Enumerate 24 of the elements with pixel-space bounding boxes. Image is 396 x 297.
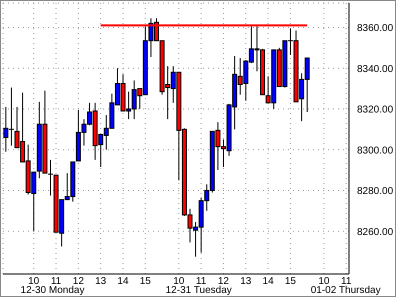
y-tick-label: 8320.00 xyxy=(357,104,394,116)
y-tick-label: 8360.00 xyxy=(357,23,394,34)
x-tick-label: 15 xyxy=(140,276,152,287)
x-tick-label: 10 xyxy=(28,276,40,287)
text: 12-30 Monday xyxy=(20,285,84,296)
y-tick-label: 8260.00 xyxy=(357,226,394,238)
x-tick-label: 11 xyxy=(341,276,352,287)
x-tick-label: 11 xyxy=(50,276,62,287)
x-tick-label: 14 xyxy=(262,276,274,287)
x-tick-label: 15 xyxy=(284,276,296,287)
x-tick-label: 12 xyxy=(72,276,84,287)
x-tick-label: 14 xyxy=(117,276,129,287)
text: 01-02 Thursday xyxy=(310,285,381,296)
x-tick-label: 13 xyxy=(240,276,252,287)
y-tick-label: 8280.00 xyxy=(357,186,394,198)
x-tick-label: 13 xyxy=(95,276,107,287)
x-tick-label: 10 xyxy=(173,276,185,287)
y-tick-label: 8300.00 xyxy=(357,145,394,156)
text: 12-31 Tuesday xyxy=(166,285,232,296)
y-tick-label: 8340.00 xyxy=(357,64,394,75)
x-tick-label: 12 xyxy=(218,276,230,287)
candlestick xyxy=(48,159,53,196)
x-tick-label: 11 xyxy=(196,276,207,287)
x-tick-label: 10 xyxy=(318,276,330,287)
